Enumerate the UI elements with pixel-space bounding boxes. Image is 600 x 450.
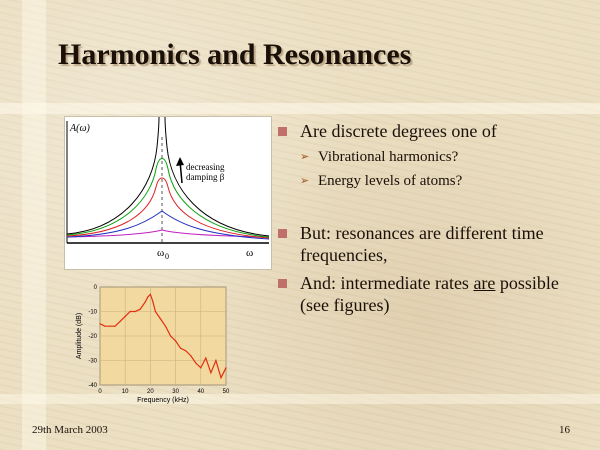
damping-arrowhead [176, 157, 184, 166]
bullet-text-3-after: possible (see figures) [300, 273, 559, 315]
data-point [164, 325, 167, 327]
x-tick-label: 0 [98, 389, 102, 395]
sub-bullet-text-1: Vibrational harmonics? [318, 149, 459, 165]
data-point [154, 310, 157, 313]
data-point [99, 323, 101, 325]
data-point [144, 301, 146, 303]
square-bullet-icon [278, 127, 287, 136]
data-point [215, 359, 217, 362]
curve-red [66, 177, 270, 239]
data-point [225, 367, 227, 369]
bullet-text-3-underlined: are [473, 273, 496, 293]
chart-x-axis-label: Frequency (kHz) [137, 397, 189, 404]
data-point [104, 325, 106, 327]
x-tick-label: 50 [223, 389, 230, 395]
data-point [109, 325, 111, 327]
slide-title: Harmonics and Resonances [58, 38, 412, 71]
data-point [124, 315, 126, 317]
data-point [134, 310, 136, 313]
background-stripe-vertical [22, 0, 46, 450]
data-point [114, 325, 116, 327]
x-tick-label: 20 [147, 389, 154, 395]
data-point [185, 350, 187, 352]
square-bullet-icon [278, 229, 287, 238]
data-point [180, 347, 182, 349]
square-bullet-icon [278, 279, 287, 288]
data-point [119, 320, 121, 322]
y-axis-label: A(ω) [69, 123, 90, 134]
x-tick-label: 10 [122, 389, 129, 395]
data-point [190, 355, 192, 357]
bullet-text-2: But: resonances are different time frequ… [300, 223, 544, 265]
curve-green [66, 158, 270, 238]
data-point [205, 357, 207, 359]
arrow-bullet-icon: ➢ [300, 174, 310, 187]
annotation-line-2: damping β [186, 172, 225, 182]
x-tick-label: 30 [172, 389, 179, 395]
data-point [159, 318, 162, 320]
resonance-figure: A(ω) decreasing damping β ω 0 ω [64, 116, 272, 270]
curve-black-right [164, 117, 270, 237]
bullet-text-3-before: And: intermediate rates [300, 273, 474, 293]
sub-bullet-item-1: ➢ Vibrational harmonics? [278, 148, 578, 166]
y-tick-label: -30 [88, 359, 97, 365]
chart-y-axis-label: Amplitude (dB) [76, 313, 83, 359]
y-tick-label: -10 [88, 310, 97, 316]
data-point [139, 308, 141, 310]
arrow-bullet-icon: ➢ [300, 150, 310, 163]
footer-date: 29th March 2003 [32, 424, 108, 436]
x-axis-label: ω [246, 247, 253, 259]
amplitude-chart: 0 10 20 30 40 50 0 -10 -20 -30 -40 Frequency (kHz)… [72, 280, 232, 404]
data-point [152, 301, 154, 303]
data-point [220, 377, 222, 379]
data-point [210, 372, 212, 374]
data-point [149, 293, 151, 295]
background-stripe-horizontal [0, 103, 600, 114]
bullet-list: Are discrete degrees one of ➢ Vibrationa… [278, 120, 578, 322]
y-tick-label: -20 [88, 334, 97, 340]
curve-blue [66, 210, 270, 240]
bullet-item-2: But: resonances are different time frequ… [278, 222, 578, 266]
data-point [129, 310, 131, 313]
bullet-text-1: Are discrete degrees one of [300, 121, 497, 141]
sub-bullet-text-2: Energy levels of atoms? [318, 173, 463, 189]
data-point [200, 367, 202, 369]
data-point [147, 296, 149, 298]
annotation-line-1: decreasing [186, 162, 225, 172]
curve-black-left [66, 117, 160, 235]
omega-zero-subscript: 0 [165, 252, 169, 261]
omega-zero-label: ω [157, 247, 164, 259]
data-point [175, 340, 177, 342]
bullet-item-3: And: intermediate rates are possible (se… [278, 272, 578, 316]
background-stripe-horizontal-bottom [0, 394, 600, 404]
x-tick-label: 40 [197, 389, 204, 395]
curve-magenta [66, 229, 270, 238]
data-point [195, 362, 197, 364]
y-tick-label: -40 [88, 383, 97, 389]
page-number: 16 [559, 424, 570, 436]
amplitude-series-line [99, 293, 227, 380]
sub-bullet-item-2: ➢ Energy levels of atoms? [278, 172, 578, 190]
y-tick-label: 0 [94, 285, 98, 291]
bullet-item-1: Are discrete degrees one of [278, 120, 578, 142]
data-point [169, 335, 172, 337]
